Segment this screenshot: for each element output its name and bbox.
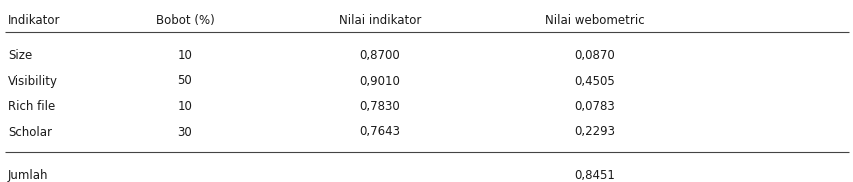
Text: Indikator: Indikator [8,14,61,27]
Text: Bobot (%): Bobot (%) [155,14,214,27]
Text: 0,0870: 0,0870 [574,49,615,62]
Text: 0,0783: 0,0783 [574,100,615,113]
Text: 10: 10 [177,49,192,62]
Text: 0,9010: 0,9010 [359,74,400,88]
Text: 30: 30 [177,126,192,139]
Text: 0,7643: 0,7643 [359,126,400,139]
Text: 0,2293: 0,2293 [574,126,615,139]
Text: Size: Size [8,49,32,62]
Text: Nilai webometric: Nilai webometric [544,14,644,27]
Text: 0,8451: 0,8451 [574,169,615,182]
Text: Scholar: Scholar [8,126,52,139]
Text: 10: 10 [177,100,192,113]
Text: 0,8700: 0,8700 [359,49,400,62]
Text: 0,7830: 0,7830 [359,100,400,113]
Text: Nilai indikator: Nilai indikator [339,14,421,27]
Text: Rich file: Rich file [8,100,55,113]
Text: Visibility: Visibility [8,74,58,88]
Text: 0,4505: 0,4505 [574,74,615,88]
Text: 50: 50 [177,74,192,88]
Text: Jumlah: Jumlah [8,169,49,182]
